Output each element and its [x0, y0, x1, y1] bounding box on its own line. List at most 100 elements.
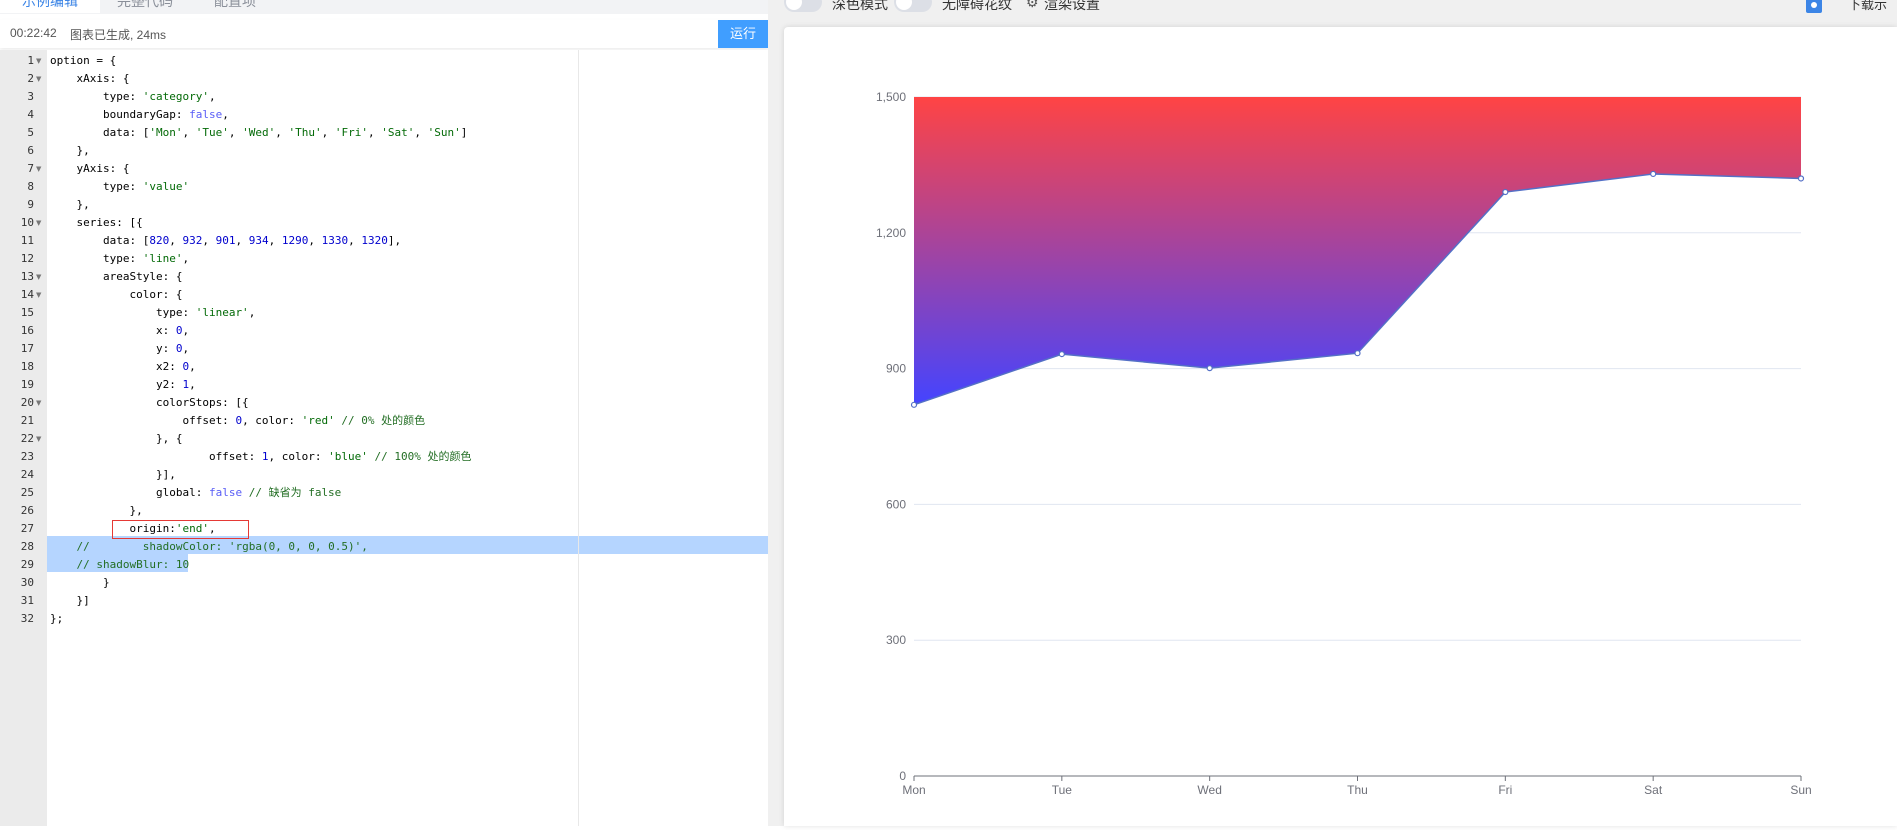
line-number: 4	[27, 108, 34, 121]
code-line: },	[50, 198, 90, 211]
code-line: data: ['Mon', 'Tue', 'Wed', 'Thu', 'Fri'…	[50, 126, 468, 139]
selection-highlight-line-28	[47, 536, 768, 554]
code-line: }, {	[50, 432, 183, 445]
code-line: }	[50, 576, 110, 589]
x-tick-label: Sun	[1790, 783, 1811, 797]
tab-full-code[interactable]: 完整代码	[117, 0, 173, 10]
code-line: colorStops: [{	[50, 396, 249, 409]
line-number: 30	[20, 576, 34, 589]
code-line: x2: 0,	[50, 360, 196, 373]
status-message: 图表已生成, 24ms	[70, 28, 167, 42]
data-point	[1502, 188, 1509, 196]
selection-highlight-line-29	[47, 554, 188, 572]
y-tick-label: 900	[886, 362, 906, 376]
code-line: origin:'end',	[50, 522, 216, 535]
line-number: 28	[20, 540, 34, 553]
fold-arrow-icon[interactable]: ▼	[36, 219, 42, 227]
code-line: x: 0,	[50, 324, 190, 337]
code-line: color: {	[50, 288, 183, 301]
code-line: type: 'value'	[50, 180, 190, 193]
line-number: 16	[20, 324, 34, 337]
fold-arrow-icon[interactable]: ▼	[36, 273, 42, 281]
line-number: 27	[20, 522, 34, 535]
editor-tabs: 示例编辑 完整代码 配置项	[0, 0, 768, 14]
code-line: offset: 1, color: 'blue' // 100% 处的颜色	[50, 450, 472, 463]
chart-card: 0 300 600 900 1,200 1,500 Mon Tue Wed Thu Fri Sat Su…	[784, 27, 1897, 826]
line-number: 8	[27, 180, 34, 193]
line-number: 19	[20, 378, 34, 391]
code-line: yAxis: {	[50, 162, 130, 175]
code-line: type: 'category',	[50, 90, 216, 103]
code-line: // shadowColor: 'rgba(0, 0, 0, 0.5)',	[76, 540, 368, 553]
tab-config-options[interactable]: 配置项	[214, 0, 256, 10]
code-line: },	[50, 504, 143, 517]
line-number: 13	[20, 270, 34, 283]
code-line: }],	[50, 468, 176, 481]
status-time: 00:22:42	[10, 26, 57, 40]
y-tick-label: 300	[886, 633, 906, 647]
dark-mode-toggle[interactable]	[784, 0, 822, 12]
fold-arrow-icon[interactable]: ▼	[36, 165, 42, 173]
code-line: global: false // 缺省为 false	[50, 486, 342, 499]
code-line: y: 0,	[50, 342, 190, 355]
line-number: 2	[27, 72, 34, 85]
code-line: series: [{	[50, 216, 143, 229]
data-point	[1797, 175, 1805, 182]
code-line: // shadowBlur: 10	[76, 558, 190, 571]
line-number: 32	[20, 612, 34, 625]
line-number: 5	[27, 126, 34, 139]
y-tick-label: 1,200	[876, 226, 906, 240]
line-number: 9	[27, 198, 34, 211]
x-tick-label: Thu	[1347, 783, 1368, 797]
no-barrier-toggle[interactable]	[894, 0, 932, 12]
preview-toolbar: 深色模式 无障碍花纹 ⚙ 渲染设置 下载示例	[768, 0, 1897, 16]
x-tick-label: Tue	[1052, 783, 1073, 797]
line-number: 29	[20, 558, 34, 571]
line-number: 1	[27, 54, 34, 67]
code-line: y2: 1,	[50, 378, 196, 391]
code-line: }]	[50, 594, 90, 607]
fold-arrow-icon[interactable]: ▼	[36, 399, 42, 407]
code-area[interactable]	[47, 50, 768, 826]
run-button[interactable]: 运行	[718, 20, 768, 48]
no-barrier-label: 无障碍花纹	[942, 0, 1012, 12]
annotation-box	[112, 520, 249, 539]
data-point	[1058, 351, 1065, 358]
y-tick-label: 1,500	[876, 90, 906, 104]
area-chart: 0 300 600 900 1,200 1,500 Mon Tue Wed Thu Fri Sat Su…	[876, 90, 1812, 797]
line-number: 26	[20, 504, 34, 517]
code-line: option = {	[50, 54, 117, 67]
status-bar: 00:22:42 图表已生成, 24ms 运行	[0, 20, 768, 48]
x-tick-label: Mon	[902, 783, 925, 797]
x-tick-label: Fri	[1498, 783, 1512, 797]
line-number: 6	[27, 144, 34, 157]
data-point	[1650, 170, 1657, 178]
tab-example-edit[interactable]: 示例编辑	[0, 0, 100, 13]
code-line: type: 'line',	[50, 252, 190, 265]
line-number: 7	[27, 162, 34, 175]
line-number: 31	[20, 594, 34, 607]
dark-mode-label: 深色模式	[832, 0, 888, 12]
line-number: 14	[20, 288, 34, 301]
print-margin	[578, 50, 579, 826]
data-point	[1206, 365, 1213, 372]
code-line: xAxis: {	[50, 72, 130, 85]
camera-icon[interactable]	[1806, 0, 1822, 13]
line-number: 15	[20, 306, 34, 319]
fold-arrow-icon[interactable]: ▼	[36, 75, 42, 83]
gear-icon[interactable]: ⚙	[1026, 0, 1039, 10]
fold-arrow-icon[interactable]: ▼	[36, 291, 42, 299]
line-number: 18	[20, 360, 34, 373]
fold-arrow-icon[interactable]: ▼	[36, 57, 42, 65]
line-number: 3	[27, 90, 34, 103]
download-label[interactable]: 下载示例	[1848, 0, 1888, 12]
line-number-gutter: 1 ▼ 2 ▼ 3 4 5 6 7 ▼ 8 9 10 ▼ 11 12 13 ▼ 14 ▼ 15 16 17 18 19 20 ▼ 21…	[0, 50, 47, 826]
fold-arrow-icon[interactable]: ▼	[36, 435, 42, 443]
code-line: };	[50, 612, 64, 625]
x-tick-label: Sat	[1644, 783, 1663, 797]
render-settings-label[interactable]: 渲染设置	[1044, 0, 1100, 12]
area-fill	[914, 97, 1801, 405]
line-number: 20	[20, 396, 34, 409]
y-tick-label: 0	[899, 769, 906, 783]
code-line: type: 'linear',	[50, 306, 256, 319]
